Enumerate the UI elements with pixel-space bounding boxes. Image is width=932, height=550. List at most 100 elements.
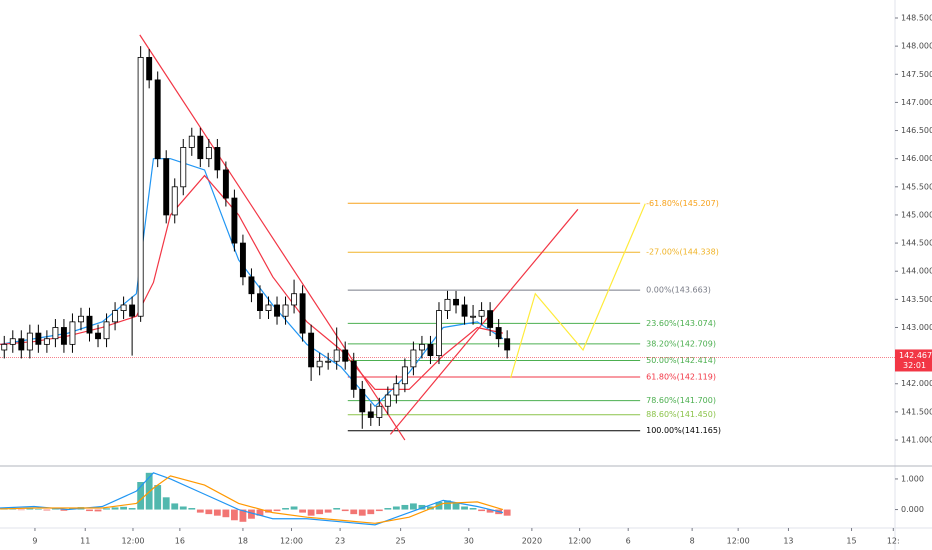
candle-body <box>274 304 280 317</box>
candle-body <box>342 349 349 362</box>
macd-histogram-bar <box>213 509 221 516</box>
countdown-label: 32:01 <box>903 361 926 370</box>
x-tick-label: 12:00 <box>121 537 144 546</box>
candle-body <box>410 349 417 368</box>
current-price-label: 142.467 <box>899 351 932 360</box>
macd-histogram-bar <box>239 509 247 522</box>
candle-body <box>171 186 178 216</box>
macd-histogram-bar <box>392 506 400 510</box>
candle-body <box>146 56 153 81</box>
macd-histogram-bar <box>60 509 68 511</box>
x-tick-label: 2020 <box>522 537 542 546</box>
candle-body <box>43 338 50 345</box>
x-tick-label: 12:00 <box>568 537 591 546</box>
candle-body <box>120 304 127 312</box>
candle-body <box>69 321 76 345</box>
candle-body <box>478 310 485 317</box>
candle-body <box>487 310 494 328</box>
macd-histogram-bar <box>452 503 460 510</box>
y-tick-label: 141.000 <box>901 436 932 445</box>
candle-body <box>367 411 374 418</box>
macd-histogram-bar <box>196 509 204 513</box>
macd-histogram-bar <box>103 508 110 510</box>
macd-histogram-bar <box>469 508 477 510</box>
y-tick-label: 147.500 <box>901 70 932 79</box>
candle-body <box>129 304 136 317</box>
candle-body <box>86 315 93 334</box>
candle-body <box>504 338 511 351</box>
y-tick-label: 141.500 <box>901 407 932 416</box>
y-tick-label: 145.500 <box>901 182 932 191</box>
candle-body <box>453 298 459 306</box>
candle-body <box>163 158 170 216</box>
y-tick-label: 148.500 <box>901 14 932 23</box>
macd-histogram-bar <box>282 508 289 510</box>
candle-body <box>222 169 229 199</box>
candle-body <box>376 405 383 418</box>
macd-histogram-bar <box>256 509 264 516</box>
candle-body <box>78 315 84 323</box>
macd-histogram-bar <box>486 509 494 513</box>
macd-histogram-bar <box>179 506 187 510</box>
candle-body <box>188 135 195 148</box>
candle-body <box>444 298 451 312</box>
fib-label: 78.60%(141.700) <box>646 396 716 405</box>
x-tick-label: 11 <box>80 537 90 546</box>
macd-line <box>0 475 504 524</box>
candle-body <box>18 338 25 351</box>
macd-histogram-bar <box>367 509 375 515</box>
macd-histogram-bar <box>418 504 426 510</box>
macd-histogram-bar <box>409 503 417 510</box>
macd-histogram-bar <box>205 509 213 515</box>
macd-histogram-bar <box>341 509 349 512</box>
candle-body <box>1 343 8 351</box>
macd-histogram-bar <box>34 508 42 510</box>
macd-histogram-bar <box>26 508 34 510</box>
macd-y-tick-label: 1.000 <box>901 474 924 483</box>
candle-body <box>35 332 42 345</box>
y-tick-label: 143.500 <box>901 295 932 304</box>
candle-body <box>316 360 323 368</box>
fib-label: 50.00%(142.414) <box>646 356 716 365</box>
macd-histogram-bar <box>401 504 409 510</box>
candle-body <box>359 388 366 413</box>
candle-body <box>299 293 306 334</box>
candle-body <box>9 338 16 345</box>
candle-body <box>26 332 33 351</box>
fib-label: -27.00%(144.338) <box>646 248 719 257</box>
x-tick-label: 30 <box>464 537 474 546</box>
x-tick-label: 18 <box>238 537 248 546</box>
candle-body <box>214 147 221 171</box>
x-tick-label: 12: <box>887 537 900 546</box>
macd-histogram-bar <box>461 506 468 510</box>
y-tick-label: 147.000 <box>901 98 932 107</box>
macd-histogram-bar <box>316 509 324 515</box>
candle-body <box>154 79 161 160</box>
candle-body <box>350 360 357 390</box>
macd-y-tick-label: 0.000 <box>901 505 924 514</box>
macd-histogram-bar <box>137 482 145 510</box>
x-tick-label: 13 <box>783 537 793 546</box>
y-tick-label: 144.500 <box>901 239 932 248</box>
candle-body <box>205 147 212 160</box>
macd-histogram-bar <box>273 509 281 512</box>
macd-histogram-bar <box>248 509 255 519</box>
macd-histogram-bar <box>307 509 315 516</box>
candle-body <box>427 343 434 357</box>
candle-body <box>436 310 442 357</box>
macd-histogram-bar <box>43 509 51 511</box>
candle-body <box>257 293 263 312</box>
trend-drawing <box>510 203 646 379</box>
macd-histogram-bar <box>350 509 358 515</box>
x-tick-label: 16 <box>175 537 185 546</box>
candle-body <box>384 394 391 407</box>
macd-histogram-bar <box>444 500 451 510</box>
macd-histogram-bar <box>94 509 102 512</box>
macd-histogram-bar <box>188 508 196 510</box>
y-tick-label: 142.000 <box>901 379 932 388</box>
macd-histogram-bar <box>171 503 179 510</box>
candle-body <box>265 304 272 312</box>
candle-body <box>282 304 289 317</box>
macd-histogram-bar <box>384 508 392 510</box>
candle-body <box>393 383 400 396</box>
